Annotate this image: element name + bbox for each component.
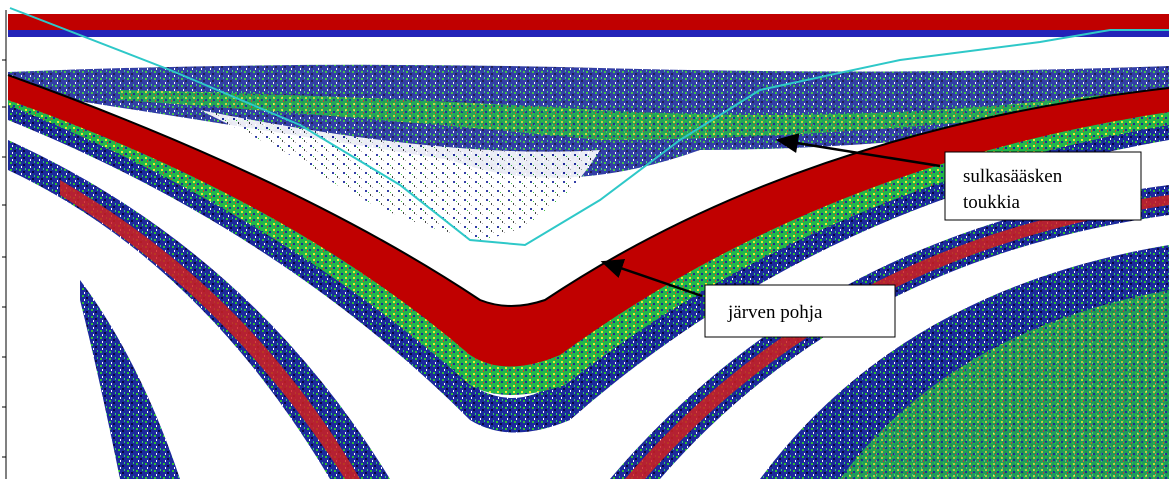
surface-band-blue (8, 30, 1169, 37)
annotation-text: järven pohja (727, 302, 823, 323)
surface-band (8, 14, 1169, 31)
annotation-text: toukkia (963, 192, 1021, 213)
annotation-text: sulkasääsken (963, 166, 1063, 187)
echogram-screenshot: sulkasääsken toukkia järven pohja (0, 0, 1169, 479)
